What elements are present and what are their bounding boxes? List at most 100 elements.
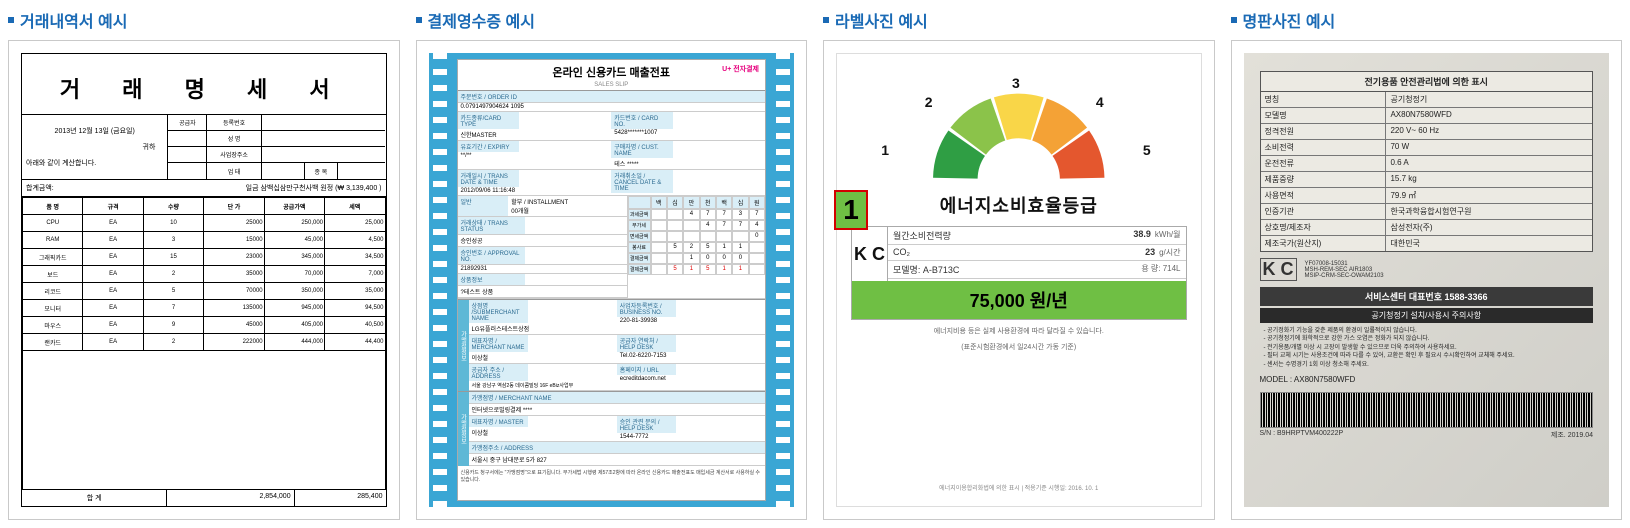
warning-item: - 공기정화기 기능을 갖춘 제품의 환경이 일률적이지 않습니다.: [1264, 327, 1590, 335]
buyer-v: 테스 *****: [611, 158, 765, 169]
label-data-row: CO₂23g/시간: [888, 245, 1186, 261]
gauge-number: 3: [1012, 75, 1020, 91]
doc1-header-left: 2013년 12월 13일 (금요일) 귀하 아래와 같이 계산합니다.: [22, 115, 167, 179]
inst2-l: 할부 / INSTALLMENT: [511, 200, 568, 206]
doc1-footer: 합 계 2,854,000 285,400: [22, 489, 386, 506]
plate-row: 소비전력70 W: [1261, 140, 1593, 156]
table-header: 단 가: [204, 198, 264, 215]
table-row: RAMEA31500045,0004,500: [23, 232, 386, 249]
bullet-icon: [416, 17, 422, 23]
col-energy-label: 라벨사진 예시 12345 1 에너지소비효율등급 K C 월간소비전력량38.…: [823, 8, 1215, 520]
label-price: 75,000 원/년: [852, 281, 1186, 319]
cardtype-l: 카드종류/CARD TYPE: [458, 112, 520, 129]
hdr-addr: 사업장주소: [207, 147, 261, 162]
hdr-item: 종 목: [305, 163, 338, 179]
table-row: 랜카드EA2222000444,00044,400: [23, 334, 386, 351]
kc-mark-icon: K C: [1260, 258, 1297, 281]
bullet-icon: [1231, 17, 1237, 23]
table-header: 규격: [83, 198, 143, 215]
label-foot2: (표준시험환경에서 일24시간 가동 기준): [851, 342, 1187, 352]
buyer-l: 구매자명 / CUST. NAME: [611, 141, 673, 158]
table-row: CPUEA1025000250,00025,000: [23, 215, 386, 232]
order-value: 0.0791497904624 1095: [458, 103, 766, 111]
table-row: 보드EA23500070,0007,000: [23, 266, 386, 283]
table-row: 리코드EA570000350,00035,000: [23, 283, 386, 300]
doc1-footer-tax: 285,400: [295, 490, 386, 506]
hdr-regno: 등록번호: [207, 115, 261, 130]
section-title-4-text: 명판사진 예시: [1243, 8, 1336, 32]
merchant-2: 가맹점정보 가맹점명 / MERCHANT NAME 인터넷으로빌링결제 ***…: [458, 391, 766, 466]
bullet-icon: [823, 17, 829, 23]
table-header: 수량: [143, 198, 203, 215]
model-row: MODEL : AX80N7580WFD: [1260, 373, 1594, 386]
section-title-2: 결제영수증 예시: [416, 8, 808, 32]
exp-l: 유효기간 / EXPIRY: [458, 141, 520, 152]
hdr-name: 성 명: [207, 131, 261, 146]
tdate-v: 2012/09/06 11:16:48: [458, 187, 612, 195]
kc-mark: K C: [852, 227, 888, 281]
label-data-row: 모델명: A-B713C용 량: 714L: [888, 261, 1186, 279]
table-row: 모니터EA7135000945,00094,500: [23, 300, 386, 317]
section-title-1: 거래내역서 예시: [8, 8, 400, 32]
merch1-title: 가맹점정보: [458, 300, 469, 391]
exp-v: **/**: [458, 152, 612, 160]
section-title-3: 라벨사진 예시: [823, 8, 1215, 32]
plate-row: 상호명/제조자삼성전자(주): [1261, 220, 1593, 236]
barcode-row: S/N : B9HRPTVM400222P 제조. 2019.04: [1260, 430, 1594, 440]
example-row: 거래내역서 예시 거 래 명 세 서 2013년 12월 13일 (금요일) 귀…: [8, 8, 1622, 520]
appr-v: 21892931: [458, 265, 627, 273]
warning-list: - 공기정화기 기능을 갖춘 제품의 환경이 일률적이지 않습니다.- 공기청정…: [1260, 323, 1594, 373]
plate-row: 정격전원220 V~ 60 Hz: [1261, 124, 1593, 140]
slip-title-text: 온라인 신용카드 매출전표: [553, 67, 670, 79]
bullet-icon: [8, 17, 14, 23]
prod-v: ?테스트 상품: [458, 286, 627, 297]
transaction-statement: 거 래 명 세 서 2013년 12월 13일 (금요일) 귀하 아래와 같이 …: [21, 53, 387, 507]
label-foot1: 에너지비용 등은 실제 사용환경에 따라 달라질 수 있습니다.: [851, 326, 1187, 336]
doc1-note: 아래와 같이 계산합니다.: [26, 158, 96, 168]
doc1-footer-amt: 2,854,000: [167, 490, 294, 506]
label-table: K C 월간소비전력량38.9kWh/월CO₂23g/시간모델명: A-B713…: [851, 226, 1187, 320]
slip-brand: U+ 전자결제: [722, 64, 759, 74]
plate-row: 사용면적79.9 ㎡: [1261, 188, 1593, 204]
label-data-row: 월간소비전력량38.9kWh/월: [888, 227, 1186, 245]
warning-item: - 필터 교체 시기는 사용조건에 따라 다를 수 있어, 교환은 확인 후 필…: [1264, 352, 1590, 360]
cardno-v: 5428*******1007: [611, 129, 765, 137]
section-title-4: 명판사진 예시: [1231, 8, 1623, 32]
hdr-biz: 업 태: [207, 163, 261, 179]
made-date: 제조. 2019.04: [1551, 430, 1593, 440]
warning-title: 공기청정기 설치/사용시 주의사항: [1260, 308, 1594, 323]
plate-title: 전기용품 안전관리법에 의한 표시: [1261, 72, 1593, 92]
slip-title: 온라인 신용카드 매출전표 U+ 전자결제: [458, 60, 766, 84]
warning-item: - 전기용품/개별 이상 시 고장이 발생할 수 있으므로 더욱 주의하여 사용…: [1264, 344, 1590, 352]
plate-table: 전기용품 안전관리법에 의한 표시 명칭공기청정기모델명AX80N7580WFD…: [1260, 71, 1594, 252]
doc1-header: 2013년 12월 13일 (금요일) 귀하 아래와 같이 계산합니다. 공급자…: [22, 114, 386, 180]
gauge-number: 1: [881, 142, 889, 158]
table-row: 그래픽카드EA1523000345,00034,500: [23, 249, 386, 266]
col-nameplate: 명판사진 예시 전기용품 안전관리법에 의한 표시 명칭공기청정기모델명AX80…: [1231, 8, 1623, 520]
doc1-date: 2013년 12월 13일 (금요일): [55, 126, 135, 136]
frame-3: 12345 1 에너지소비효율등급 K C 월간소비전력량38.9kWh/월CO…: [823, 40, 1215, 520]
doc1-title: 거 래 명 세 서: [22, 54, 386, 114]
kc-row: K C YF07008-15031 MSH-REM-SEC AIR1803 MS…: [1260, 258, 1594, 281]
doc1-total-text: 일금 삼백십삼만구천사백 원정 (₩: [246, 185, 345, 192]
table-row: 마우스EA945000405,00040,500: [23, 317, 386, 334]
frame-4: 전기용품 안전관리법에 의한 표시 명칭공기청정기모델명AX80N7580WFD…: [1231, 40, 1623, 520]
doc1-header-right: 공급자등록번호 성 명 사업장주소 업 태 종 목: [167, 115, 385, 179]
warning-item: - 공기청정기에 화학적으로 강한 가스 오염은 정화가 되지 않습니다.: [1264, 335, 1590, 343]
frame-2: 온라인 신용카드 매출전표 U+ 전자결제 SALES SLIP 주문번호 / …: [416, 40, 808, 520]
doc1-total-amount: 3,139,400 ): [346, 185, 381, 192]
tdate-l: 거래일시 / TRANS DATE & TIME: [458, 170, 520, 187]
kc-codes: YF07008-15031 MSH-REM-SEC AIR1803 MSIP-C…: [1305, 261, 1384, 279]
appr-l: 승인번호 / APPROVAL NO.: [458, 247, 526, 264]
label-foot3: 에너지이용합리화법에 의한 표시 | 적용기준 시행일: 2016. 10. 1: [851, 483, 1187, 492]
cardtype-v: 신한MASTER: [458, 129, 612, 140]
plate-row: 모델명AX80N7580WFD: [1261, 108, 1593, 124]
doc1-total-line: 합계금액: 일금 삼백십삼만구천사백 원정 (₩ 3,139,400 ): [22, 180, 386, 197]
service-center: 서비스센터 대표번호 1588-3366: [1260, 287, 1594, 306]
slip-body: 주문번호 / ORDER ID 0.0791497904624 1095 카드종…: [458, 90, 766, 299]
cardno-l: 카드번호 / CARD NO.: [611, 112, 673, 129]
amount-grid: 백십만천백십원과세금액47737부가세4774면세금액0봉사료52511결제금액…: [627, 196, 765, 298]
hdr-sup: 공급자: [168, 115, 207, 130]
prod-l: 상품정보: [458, 274, 526, 285]
col-receipt: 결제영수증 예시 온라인 신용카드 매출전표 U+ 전자결제 SALES SLI…: [416, 8, 808, 520]
